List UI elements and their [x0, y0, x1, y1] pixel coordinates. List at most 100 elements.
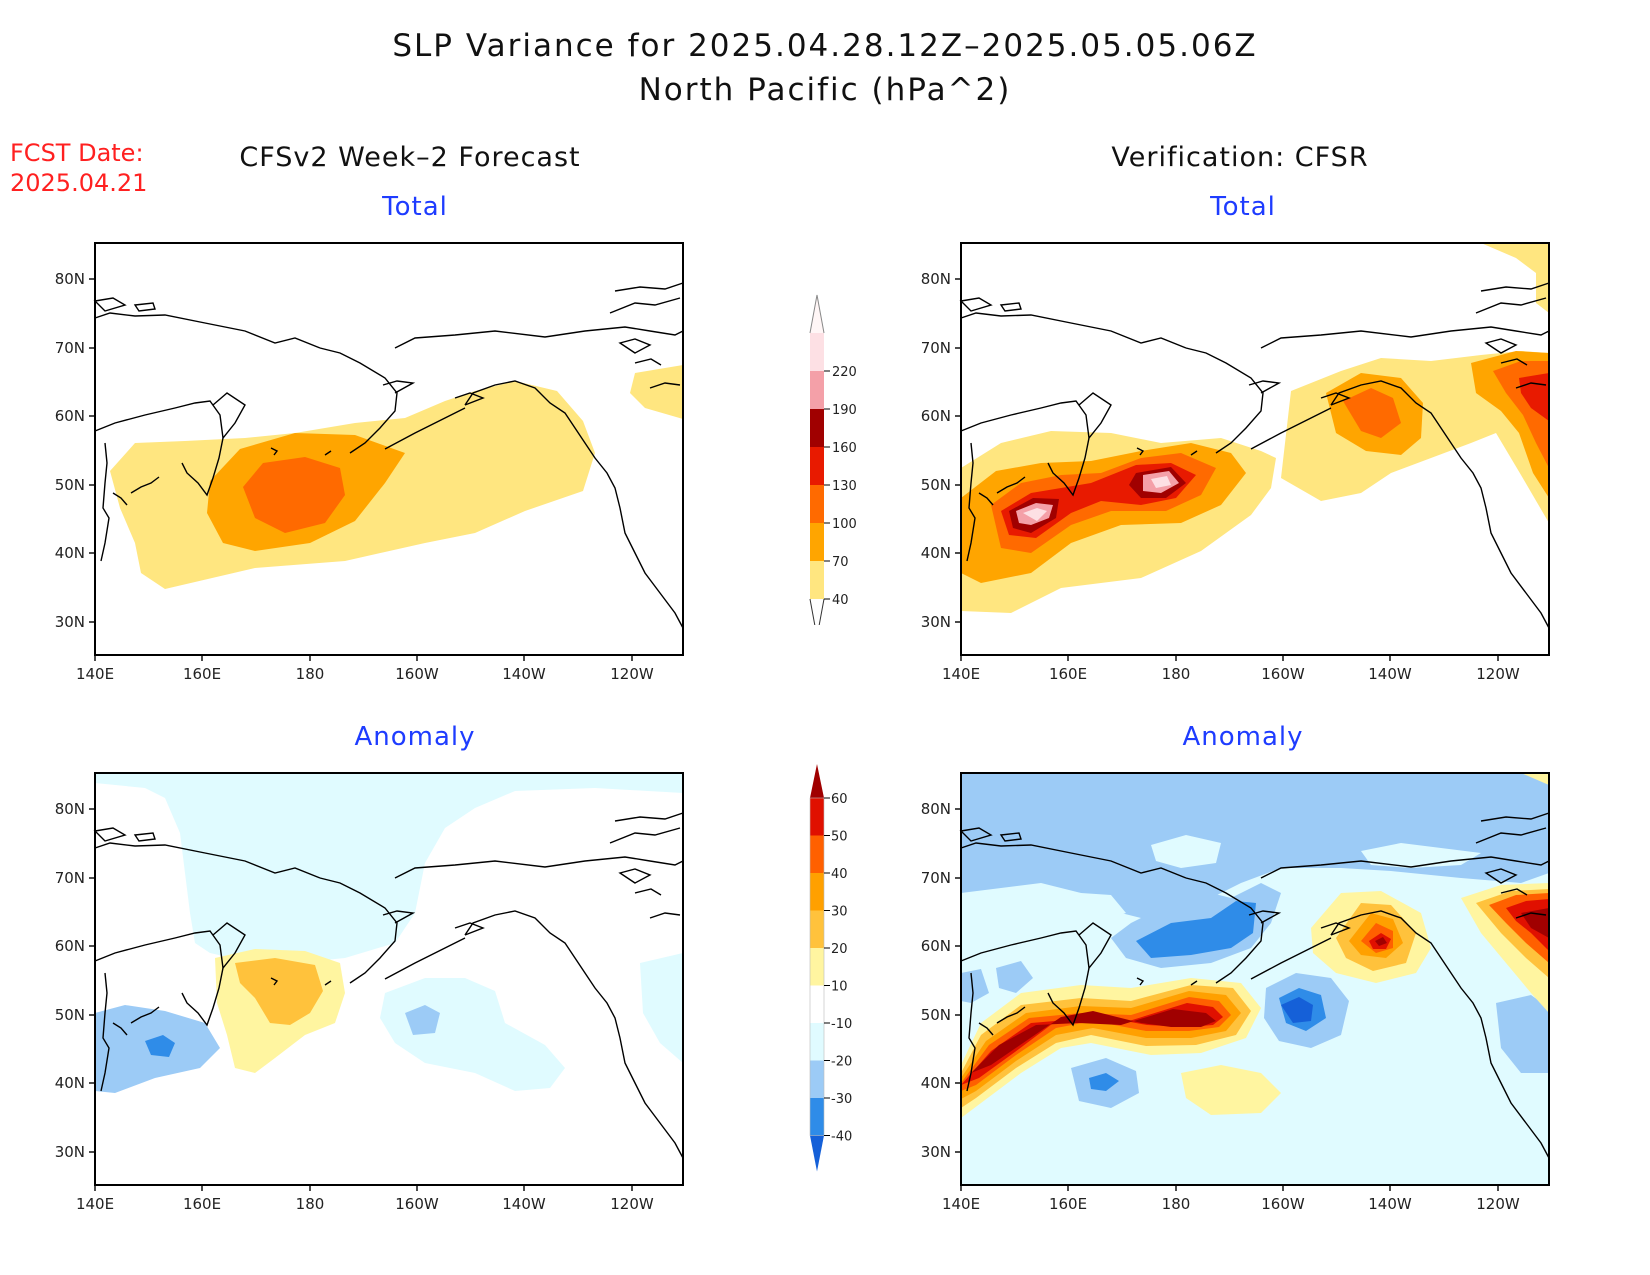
colorbar-level-label: 70: [832, 555, 849, 570]
main-title-line1: SLP Variance for 2025.04.28.12Z–2025.05.…: [392, 28, 1258, 64]
y-tick-label: 30N: [921, 1143, 951, 1161]
colorbar-level-label: 60: [831, 792, 848, 807]
y-tick-label: 50N: [921, 476, 951, 494]
colorbar-swatch: [810, 948, 824, 986]
x-tick-label: 160W: [1261, 665, 1305, 683]
verification-column-title: Verification: CFSR: [1111, 142, 1369, 173]
total-colorbar: 40 70 100 130 160 190 220: [809, 294, 857, 625]
forecast-column-title: CFSv2 Week–2 Forecast: [239, 142, 581, 173]
verification-anomaly-map: 140E 160E 180 160W 140W 120W 80N 70N 60N 50N 40N 3…: [921, 772, 1550, 1213]
x-axis: 140E 160E 180 160W 140W 120W: [942, 655, 1520, 683]
fcst-date-label: FCST Date:: [10, 139, 144, 167]
x-axis: 140E 160E 180 160W 140W 120W: [942, 1185, 1520, 1213]
colorbar-level-label: 100: [832, 517, 857, 532]
y-tick-label: 40N: [921, 1074, 951, 1092]
y-tick-label: 70N: [921, 869, 951, 887]
x-tick-label: 120W: [610, 1195, 654, 1213]
x-tick-label: 160E: [183, 1195, 221, 1213]
y-tick-label: 80N: [921, 800, 951, 818]
verification-anomaly-title: Anomaly: [1182, 722, 1304, 752]
colorbar-level-label: 160: [832, 441, 857, 456]
y-tick-label: 60N: [921, 937, 951, 955]
x-tick-label: 180: [1162, 665, 1191, 683]
anomaly-colorbar: -40 -30 -20 -10 10 20 30 40 50 60: [809, 764, 852, 1172]
y-tick-label: 80N: [55, 800, 85, 818]
colorbar-level-label: 40: [832, 593, 849, 608]
y-tick-label: 50N: [55, 1006, 85, 1024]
x-tick-label: 160W: [395, 665, 439, 683]
y-tick-label: 80N: [921, 270, 951, 288]
x-axis: 140E 160E 180 160W 140W 120W: [76, 655, 654, 683]
x-tick-label: 160E: [1049, 1195, 1087, 1213]
colorbar-swatch: [810, 835, 824, 873]
colorbar-swatch: [810, 447, 824, 485]
colorbar-level-label: 10: [831, 980, 848, 995]
y-axis: 80N 70N 60N 50N 40N 30N: [55, 270, 95, 631]
colorbar-level-label: 130: [832, 479, 857, 494]
y-tick-label: 30N: [921, 613, 951, 631]
x-tick-label: 140W: [1368, 665, 1412, 683]
verification-total-shading: [961, 243, 1549, 613]
colorbar-swatch: [810, 1098, 824, 1136]
colorbar-level-label: 190: [832, 403, 857, 418]
colorbar-swatch: [810, 523, 824, 561]
colorbar-swatch: [810, 798, 824, 836]
colorbar-swatch: [810, 1060, 824, 1098]
x-tick-label: 140W: [502, 1195, 546, 1213]
colorbar-level-label: 220: [832, 365, 857, 380]
x-tick-label: 160E: [1049, 665, 1087, 683]
forecast-anomaly-title: Anomaly: [354, 722, 476, 752]
colorbar-swatch: [810, 873, 824, 911]
x-tick-label: 120W: [610, 665, 654, 683]
x-tick-label: 140W: [502, 665, 546, 683]
forecast-anomaly-shading: [95, 773, 683, 1093]
colorbar-level-label: -30: [831, 1092, 852, 1107]
y-tick-label: 70N: [55, 339, 85, 357]
forecast-total-shading: [110, 365, 683, 589]
x-tick-label: 140E: [76, 1195, 114, 1213]
y-tick-label: 50N: [55, 476, 85, 494]
x-tick-label: 160W: [395, 1195, 439, 1213]
x-tick-label: 140E: [942, 1195, 980, 1213]
colorbar-level-label: 20: [831, 942, 848, 957]
colorbar-level-label: 50: [831, 830, 848, 845]
x-tick-label: 180: [296, 665, 325, 683]
fcst-date-value: 2025.04.21: [10, 169, 148, 197]
x-tick-label: 180: [296, 1195, 325, 1213]
verification-anomaly-shading: [961, 773, 1549, 1118]
y-tick-label: 60N: [55, 407, 85, 425]
y-tick-label: 60N: [921, 407, 951, 425]
y-tick-label: 80N: [55, 270, 85, 288]
colorbar-swatch: [810, 985, 824, 1023]
x-axis: 140E 160E 180 160W 140W 120W: [76, 1185, 654, 1213]
x-tick-label: 140E: [942, 665, 980, 683]
verification-total-map: 140E 160E 180 160W 140W 120W 80N 70N 60N 50N 40N 3…: [921, 242, 1550, 683]
colorbar-swatch: [810, 1023, 824, 1061]
y-tick-label: 40N: [55, 544, 85, 562]
colorbar-swatch: [810, 371, 824, 409]
forecast-anomaly-map: 140E 160E 180 160W 140W 120W 80N 70N 60N 50N 40N 3…: [55, 772, 684, 1213]
x-tick-label: 120W: [1476, 665, 1520, 683]
forecast-total-map: 140E 160E 180 160W 140W 120W 80N 70N 60N 50N 40N 3…: [55, 242, 684, 683]
colorbar-swatch: [810, 333, 824, 371]
colorbar-swatch: [810, 485, 824, 523]
x-tick-label: 160E: [183, 665, 221, 683]
y-tick-label: 70N: [55, 869, 85, 887]
y-tick-label: 60N: [55, 937, 85, 955]
y-tick-label: 30N: [55, 1143, 85, 1161]
y-axis: 80N 70N 60N 50N 40N 30N: [921, 800, 961, 1161]
colorbar-swatch: [810, 561, 824, 599]
y-tick-label: 30N: [55, 613, 85, 631]
colorbar-swatch: [810, 910, 824, 948]
colorbar-level-label: 40: [831, 867, 848, 882]
y-tick-label: 40N: [55, 1074, 85, 1092]
colorbar-swatch: [810, 409, 824, 447]
forecast-total-title: Total: [382, 192, 448, 222]
x-tick-label: 160W: [1261, 1195, 1305, 1213]
map-frame: [94, 242, 684, 656]
verification-total-title: Total: [1210, 192, 1276, 222]
y-tick-label: 70N: [921, 339, 951, 357]
colorbar-level-label: -10: [831, 1017, 852, 1032]
y-tick-label: 50N: [921, 1006, 951, 1024]
x-tick-label: 120W: [1476, 1195, 1520, 1213]
